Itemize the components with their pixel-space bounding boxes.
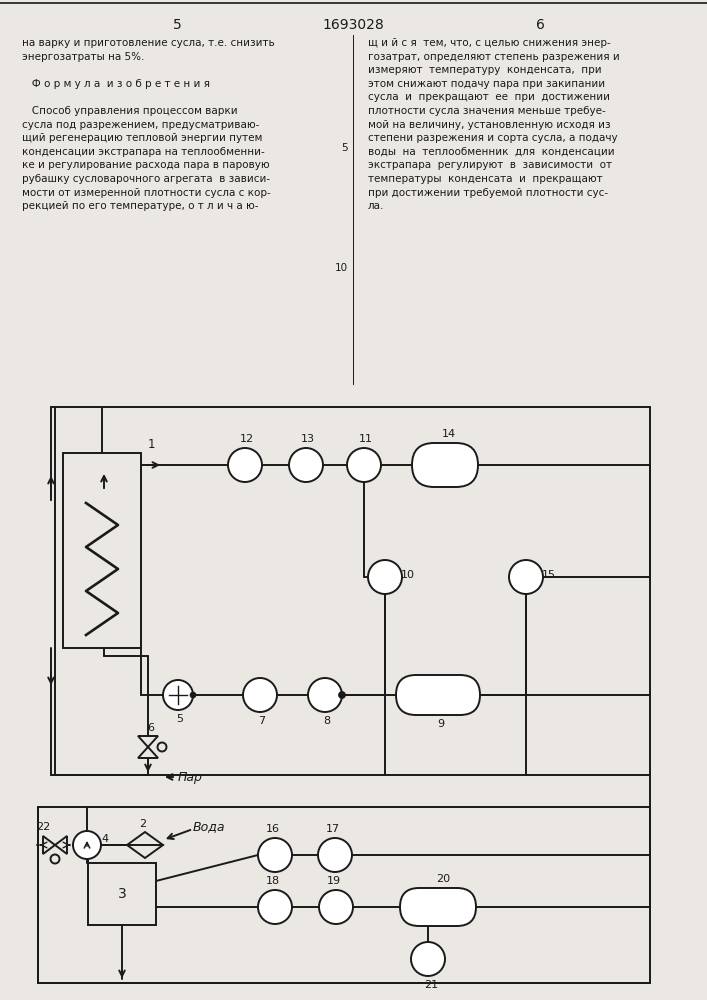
Circle shape <box>318 838 352 872</box>
Text: 16: 16 <box>266 824 280 834</box>
FancyBboxPatch shape <box>400 888 476 926</box>
Circle shape <box>258 890 292 924</box>
Text: щ и й с я  тем, что, с целью снижения энер-
гозатрат, определяют степень разреже: щ и й с я тем, что, с целью снижения эне… <box>368 38 620 211</box>
Circle shape <box>258 838 292 872</box>
FancyBboxPatch shape <box>412 443 478 487</box>
Text: 6: 6 <box>148 723 155 733</box>
Bar <box>38 807 650 983</box>
Circle shape <box>368 560 402 594</box>
Circle shape <box>50 854 59 863</box>
Text: 5: 5 <box>177 714 184 724</box>
Text: 17: 17 <box>326 824 340 834</box>
Text: 1693028: 1693028 <box>322 18 384 32</box>
Circle shape <box>411 942 445 976</box>
Circle shape <box>289 448 323 482</box>
Text: 8: 8 <box>323 716 331 726</box>
Bar <box>63 453 141 648</box>
Text: 3: 3 <box>117 887 127 901</box>
Circle shape <box>308 678 342 712</box>
Text: на варку и приготовление сусла, т.е. снизить
энергозатраты на 5%.

   Ф о р м у : на варку и приготовление сусла, т.е. сни… <box>22 38 275 211</box>
Text: 5: 5 <box>341 143 348 153</box>
Circle shape <box>243 678 277 712</box>
Text: 2: 2 <box>139 819 146 829</box>
Text: 22: 22 <box>36 822 50 832</box>
Text: 7: 7 <box>259 716 266 726</box>
Text: 10: 10 <box>401 570 415 580</box>
Text: 10: 10 <box>335 263 348 273</box>
Text: 18: 18 <box>266 876 280 886</box>
Bar <box>88 863 156 925</box>
Text: 9: 9 <box>438 719 445 729</box>
Circle shape <box>319 890 353 924</box>
FancyBboxPatch shape <box>396 675 480 715</box>
Circle shape <box>228 448 262 482</box>
Text: 11: 11 <box>359 434 373 444</box>
Text: Вода: Вода <box>193 820 226 834</box>
Text: 6: 6 <box>536 18 544 32</box>
Text: 21: 21 <box>424 980 438 990</box>
Text: 14: 14 <box>442 429 456 439</box>
Text: 4: 4 <box>101 834 109 844</box>
Circle shape <box>339 692 346 698</box>
Text: 12: 12 <box>240 434 254 444</box>
Circle shape <box>347 448 381 482</box>
Text: 5: 5 <box>173 18 182 32</box>
Text: 20: 20 <box>436 874 450 884</box>
Bar <box>55 407 650 775</box>
Circle shape <box>190 692 196 698</box>
Text: 19: 19 <box>327 876 341 886</box>
Text: Пар: Пар <box>178 770 203 784</box>
Text: 15: 15 <box>542 570 556 580</box>
Circle shape <box>163 680 193 710</box>
Text: 1: 1 <box>147 438 155 452</box>
Circle shape <box>509 560 543 594</box>
Circle shape <box>158 742 167 752</box>
Text: 13: 13 <box>301 434 315 444</box>
Circle shape <box>73 831 101 859</box>
